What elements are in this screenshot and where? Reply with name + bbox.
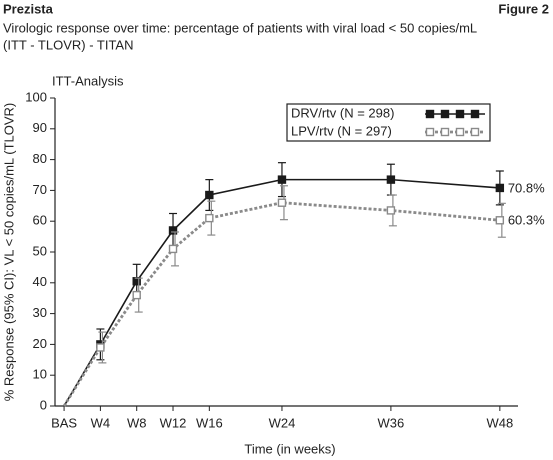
y-tick-label: 90 bbox=[33, 120, 47, 135]
legend-label: LPV/rtv (N = 297) bbox=[291, 123, 392, 138]
legend-marker bbox=[470, 109, 480, 119]
legend-marker bbox=[455, 127, 465, 137]
value-label: 60.3% bbox=[508, 213, 545, 228]
legend-marker bbox=[455, 109, 465, 119]
marker bbox=[132, 290, 141, 300]
x-tick-label: W12 bbox=[160, 415, 187, 430]
y-tick-label: 10 bbox=[33, 367, 47, 382]
series-line bbox=[62, 201, 500, 407]
legend-marker bbox=[425, 109, 435, 119]
x-axis-label: Time (in weeks) bbox=[244, 441, 335, 456]
y-tick-label: 70 bbox=[33, 182, 47, 197]
series-line bbox=[63, 178, 500, 407]
legend-label: DRV/rtv (N = 298) bbox=[291, 105, 394, 120]
legend-marker bbox=[470, 127, 480, 137]
title-line: Virologic response over time: percentage… bbox=[3, 20, 477, 35]
x-tick-label: BAS bbox=[51, 415, 77, 430]
legend-marker bbox=[440, 127, 450, 137]
y-tick-label: 60 bbox=[33, 213, 47, 228]
y-tick-label: 50 bbox=[33, 243, 47, 258]
marker bbox=[205, 190, 214, 200]
header: Prezista bbox=[3, 1, 54, 16]
y-tick-label: 0 bbox=[40, 397, 47, 412]
x-tick-label: W48 bbox=[486, 415, 513, 430]
marker bbox=[168, 226, 178, 235]
marker bbox=[386, 175, 396, 184]
y-tick-label: 100 bbox=[25, 89, 47, 104]
marker bbox=[277, 198, 287, 207]
marker bbox=[96, 343, 105, 352]
x-tick-label: W4 bbox=[91, 415, 111, 430]
y-tick-label: 30 bbox=[33, 305, 47, 320]
x-tick-label: W36 bbox=[378, 415, 405, 430]
legend-marker bbox=[440, 109, 450, 119]
legend-marker bbox=[425, 127, 435, 137]
figure-label: Figure 2 bbox=[498, 1, 549, 16]
marker bbox=[495, 216, 505, 225]
marker bbox=[168, 244, 178, 254]
marker bbox=[277, 175, 287, 184]
title-line: (ITT - TLOVR) - TITAN bbox=[3, 37, 133, 52]
marker bbox=[386, 206, 396, 215]
marker bbox=[495, 183, 505, 193]
y-tick-label: 80 bbox=[33, 151, 47, 166]
x-tick-label: W8 bbox=[127, 415, 147, 430]
x-tick-label: W16 bbox=[196, 415, 223, 430]
y-tick-label: 40 bbox=[33, 274, 47, 289]
y-axis-label: % Response (95% CI): VL < 50 copies/mL (… bbox=[1, 103, 16, 402]
y-tick-label: 20 bbox=[33, 336, 47, 351]
panel-label: ITT-Analysis bbox=[52, 73, 124, 88]
value-label: 70.8% bbox=[508, 180, 545, 195]
marker bbox=[205, 213, 214, 223]
x-tick-label: W24 bbox=[269, 415, 296, 430]
